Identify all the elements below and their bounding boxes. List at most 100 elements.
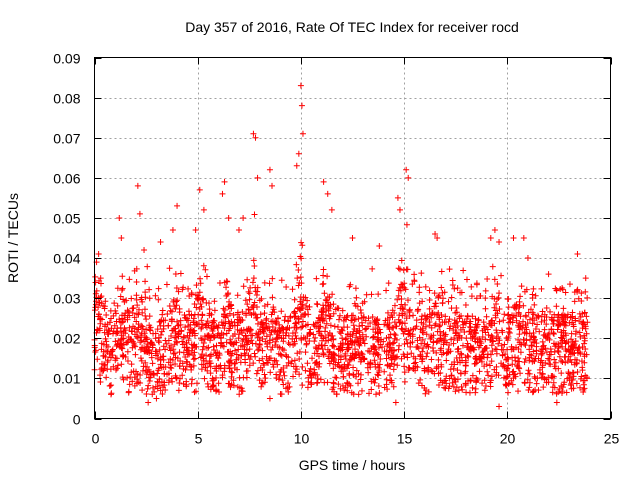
data-point: [378, 336, 385, 343]
data-point: [302, 335, 309, 342]
data-point: [134, 182, 141, 189]
data-point: [525, 387, 532, 394]
data-point: [304, 360, 311, 367]
data-point: [215, 380, 222, 387]
data-point: [291, 310, 298, 317]
data-point: [452, 388, 459, 395]
data-point: [428, 367, 435, 374]
data-point: [219, 190, 226, 197]
data-point: [195, 297, 202, 304]
data-point: [526, 351, 533, 358]
data-point: [381, 384, 388, 391]
data-point: [141, 306, 148, 313]
data-point: [203, 273, 210, 280]
data-point: [475, 317, 482, 324]
data-point: [420, 320, 427, 327]
data-point: [488, 373, 495, 380]
data-point: [303, 302, 310, 309]
data-point: [191, 330, 198, 337]
data-point: [435, 370, 442, 377]
data-point: [340, 317, 347, 324]
data-point: [198, 324, 205, 331]
data-point: [196, 186, 203, 193]
data-point: [101, 362, 108, 369]
data-point: [473, 378, 480, 385]
data-point: [583, 351, 590, 358]
data-point: [584, 294, 591, 301]
data-point: [342, 350, 349, 357]
data-point: [265, 323, 272, 330]
data-point: [133, 265, 140, 272]
data-point: [155, 365, 162, 372]
data-point: [95, 251, 102, 258]
data-point: [179, 372, 186, 379]
data-point: [192, 226, 199, 233]
data-point: [133, 296, 140, 303]
data-point: [454, 285, 461, 292]
data-point: [182, 314, 189, 321]
data-point: [186, 293, 193, 300]
data-point: [156, 382, 163, 389]
data-point: [550, 317, 557, 324]
data-point: [558, 390, 565, 397]
data-point: [191, 301, 198, 308]
data-point: [344, 312, 351, 319]
data-point: [551, 363, 558, 370]
data-point: [562, 340, 569, 347]
data-point: [416, 284, 423, 291]
data-point: [420, 344, 427, 351]
data-point: [369, 334, 376, 341]
data-point: [267, 331, 274, 338]
data-point: [145, 399, 152, 406]
data-point: [452, 376, 459, 383]
data-point: [193, 304, 200, 311]
data-point: [480, 348, 487, 355]
data-point: [583, 375, 590, 382]
data-point: [292, 368, 299, 375]
data-point: [340, 368, 347, 375]
data-point: [117, 293, 124, 300]
data-point: [523, 286, 530, 293]
data-point: [491, 276, 498, 283]
data-point: [290, 341, 297, 348]
data-point: [579, 367, 586, 374]
data-point: [175, 330, 182, 337]
data-point: [354, 303, 361, 310]
data-point: [272, 338, 279, 345]
data-point: [211, 298, 218, 305]
data-point: [389, 307, 396, 314]
data-point: [239, 388, 246, 395]
data-point: [216, 351, 223, 358]
data-point: [285, 318, 292, 325]
data-point: [444, 349, 451, 356]
data-point: [125, 309, 132, 316]
data-point: [331, 323, 338, 330]
data-point: [317, 332, 324, 339]
data-point: [155, 337, 162, 344]
data-point: [311, 366, 318, 373]
data-point: [207, 370, 214, 377]
data-point: [568, 336, 575, 343]
data-point: [547, 361, 554, 368]
data-point: [385, 280, 392, 287]
data-point: [452, 330, 459, 337]
data-point: [159, 353, 166, 360]
data-point: [101, 329, 108, 336]
data-point: [469, 384, 476, 391]
data-point: [160, 317, 167, 324]
data-point: [138, 357, 145, 364]
data-point: [426, 319, 433, 326]
data-point: [261, 279, 268, 286]
data-point: [487, 377, 494, 384]
data-point: [309, 355, 316, 362]
data-point: [225, 327, 232, 334]
data-point: [103, 311, 110, 318]
data-point: [410, 326, 417, 333]
data-point: [582, 325, 589, 332]
data-point: [453, 309, 460, 316]
data-point: [318, 311, 325, 318]
data-point: [438, 312, 445, 319]
data-point: [398, 296, 405, 303]
data-point: [289, 286, 296, 293]
data-point: [517, 341, 524, 348]
